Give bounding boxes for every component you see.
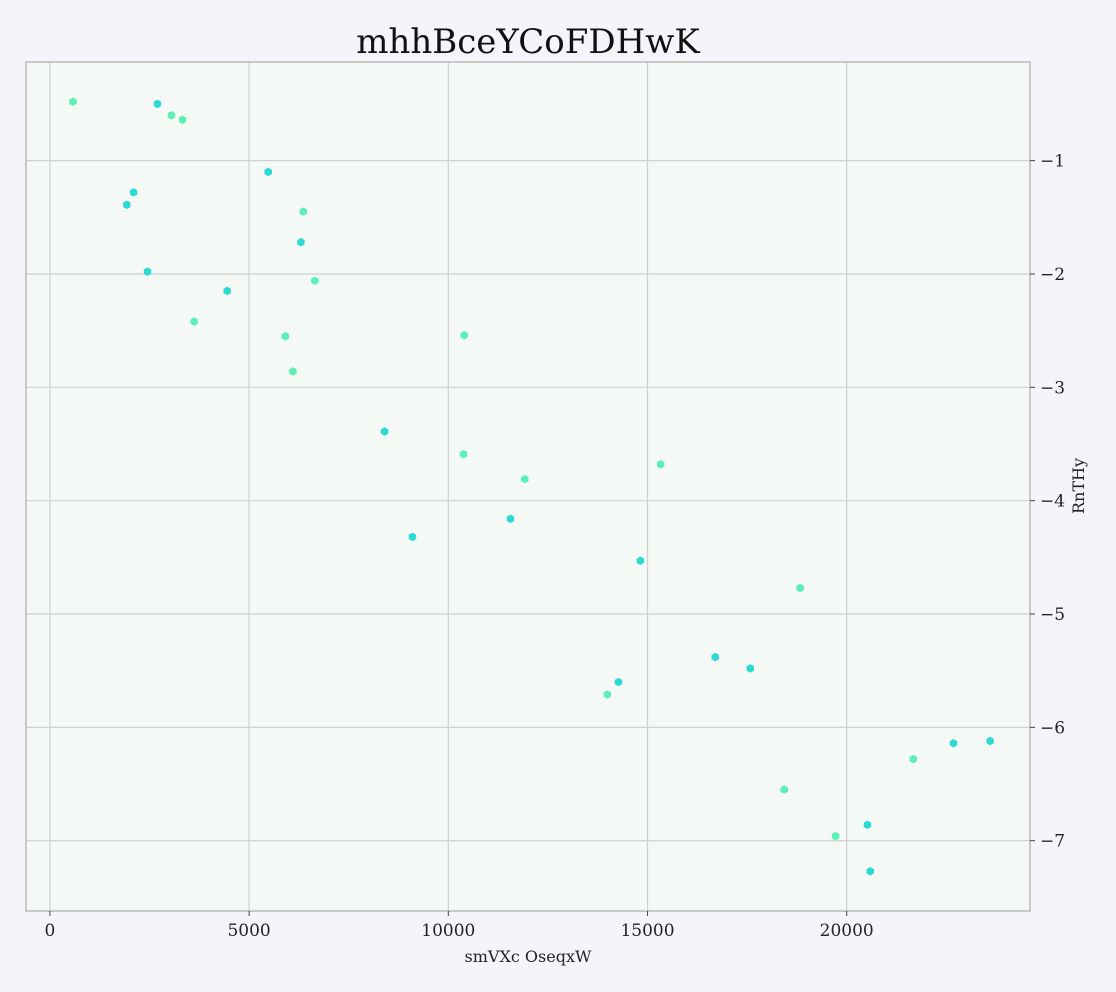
data-point: [614, 677, 623, 687]
y-tick-label: −4: [1040, 492, 1065, 512]
data-point: [129, 188, 138, 197]
data-point: [780, 785, 788, 795]
data-point: [909, 754, 917, 764]
data-point: [949, 738, 958, 748]
data-point: [123, 200, 131, 210]
data-point: [311, 276, 319, 286]
data-point: [289, 367, 297, 376]
y-tick-label: −7: [1040, 832, 1065, 852]
data-point: [167, 110, 176, 120]
y-axis-ticks: −1 −2 −3 −4 −5 −6 −7: [1030, 152, 1065, 852]
plot-frame: [25, 61, 1031, 912]
data-point: [264, 167, 272, 177]
x-tick-label: 10000: [421, 921, 475, 941]
data-point: [223, 286, 231, 296]
data-point: [656, 460, 665, 469]
data-point: [408, 532, 417, 542]
data-point: [281, 332, 290, 341]
data-point: [299, 207, 308, 216]
data-point: [711, 652, 719, 662]
y-tick-label: −2: [1040, 265, 1065, 285]
data-point: [603, 690, 612, 699]
data-point: [459, 449, 468, 459]
data-point: [863, 820, 872, 830]
data-point: [380, 427, 389, 436]
x-tick-label: 20000: [820, 921, 874, 941]
y-tick-label: −6: [1040, 718, 1065, 738]
chart-title: mhhBceYCoFDHwK: [356, 22, 700, 62]
x-tick-label: 15000: [620, 921, 674, 941]
data-point: [69, 97, 77, 106]
data-point: [796, 583, 804, 593]
data-points: [69, 97, 994, 876]
data-point: [746, 664, 755, 673]
grid-lines: [26, 62, 1030, 911]
data-point: [831, 831, 840, 841]
data-point: [178, 115, 187, 125]
plot-background: [26, 62, 1030, 911]
data-point: [866, 867, 874, 876]
x-axis-ticks: 0 5000 10000 15000 20000: [44, 911, 874, 941]
y-axis-label: RnTHy: [1069, 458, 1088, 514]
data-point: [506, 514, 515, 524]
x-axis-label: smVXc OseqxW: [465, 947, 592, 966]
data-point: [153, 99, 162, 109]
data-point: [636, 556, 645, 566]
data-point: [460, 330, 468, 340]
y-tick-label: −3: [1040, 378, 1065, 398]
data-point: [297, 237, 305, 247]
x-tick-label: 0: [44, 921, 55, 941]
x-tick-label: 5000: [227, 921, 270, 941]
data-point: [521, 474, 529, 484]
data-point: [986, 736, 994, 746]
y-tick-label: −5: [1040, 605, 1065, 625]
data-point: [143, 267, 152, 276]
y-tick-label: −1: [1040, 152, 1065, 172]
data-point: [190, 317, 198, 326]
